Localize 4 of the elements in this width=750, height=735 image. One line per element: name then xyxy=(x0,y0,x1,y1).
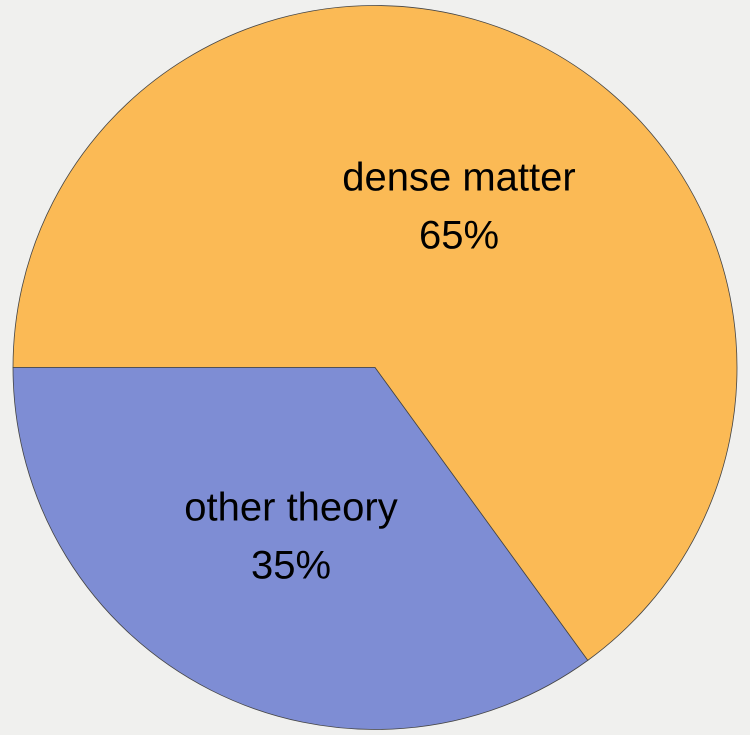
slice-label: dense matter xyxy=(342,156,576,200)
data-label: 35% xyxy=(250,543,332,588)
data-label: 65% xyxy=(418,214,500,258)
slice-label: other theory xyxy=(184,485,398,530)
